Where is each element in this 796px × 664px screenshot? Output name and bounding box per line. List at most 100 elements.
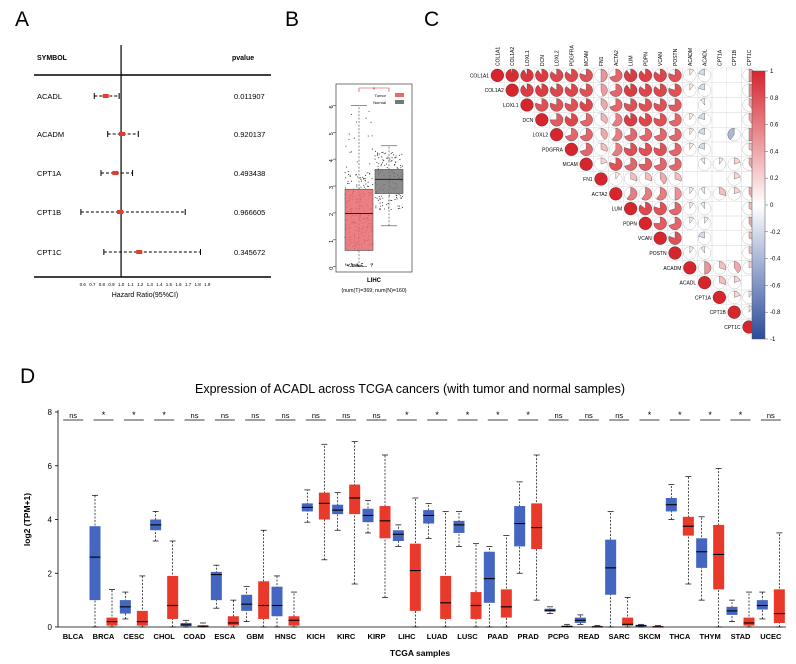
pancancer-significance-label: ns bbox=[191, 411, 199, 420]
lihc-box-tumor bbox=[344, 188, 374, 251]
pancancer-category-label: LIHC bbox=[398, 632, 416, 641]
lihc-jitter-point bbox=[398, 193, 400, 195]
lihc-jitter-point bbox=[349, 265, 351, 267]
corr-pie-slice bbox=[579, 113, 593, 127]
corr-pie bbox=[653, 231, 667, 245]
corr-pie-slice bbox=[579, 128, 593, 142]
lihc-jitter-point bbox=[345, 263, 347, 265]
lihc-jitter-point bbox=[350, 180, 352, 182]
corr-row-label: PDGFRA bbox=[542, 147, 564, 153]
corr-row-label: POSTN bbox=[649, 251, 667, 257]
pancancer-box-tumor bbox=[318, 492, 330, 520]
corr-pie-slice bbox=[600, 128, 608, 140]
lihc-jitter-point bbox=[386, 158, 388, 160]
corr-pie-slice bbox=[550, 83, 564, 97]
corr-pie-slice bbox=[668, 98, 682, 112]
lihc-jitter-point bbox=[345, 264, 347, 266]
corr-row-label: CPT1C bbox=[724, 325, 741, 331]
corr-cell bbox=[711, 82, 728, 98]
lihc-jitter-point bbox=[399, 158, 401, 160]
corr-pie-slice bbox=[719, 187, 726, 196]
lihc-jitter-point bbox=[374, 155, 376, 157]
corr-col-label: ACADM bbox=[688, 48, 694, 66]
corr-pie bbox=[549, 128, 564, 142]
pancancer-box-normal bbox=[756, 600, 768, 610]
corr-pie-slice bbox=[579, 142, 593, 156]
corr-colorbar-tick-label: 1 bbox=[770, 69, 774, 75]
corr-pie-slice bbox=[689, 187, 694, 195]
corr-pie-slice bbox=[535, 68, 549, 82]
corr-col-label: CPT1B bbox=[732, 49, 738, 66]
lihc-jitter-point bbox=[383, 153, 385, 155]
pancancer-category-label: CESC bbox=[123, 632, 144, 641]
pancancer-category-label: KIRC bbox=[337, 632, 356, 641]
corr-row-label: ACTA2 bbox=[592, 192, 608, 198]
corr-col-label: CPT1A bbox=[717, 49, 723, 66]
corr-pie-slice bbox=[734, 187, 741, 195]
corr-colorbar-tick-label: -0.4 bbox=[770, 257, 781, 263]
lihc-jitter-point bbox=[356, 263, 358, 265]
pancancer-significance-label: * bbox=[435, 410, 439, 420]
lihc-jitter-point bbox=[368, 111, 370, 113]
corr-pie-slice bbox=[624, 142, 638, 156]
pancancer-box-normal bbox=[696, 538, 708, 568]
corr-pie-slice bbox=[611, 113, 623, 127]
lihc-jitter-point bbox=[359, 264, 361, 266]
forest-x-tick-label: 1.8 bbox=[195, 282, 202, 287]
lihc-jitter-point bbox=[369, 163, 371, 165]
corr-pie-slice bbox=[638, 98, 652, 112]
lihc-y-tick-label: 4 bbox=[329, 159, 335, 162]
lihc-jitter-point bbox=[392, 154, 394, 156]
corr-pie-slice bbox=[668, 157, 682, 171]
pancancer-box-normal bbox=[332, 504, 344, 515]
lihc-jitter-point bbox=[394, 157, 396, 159]
forest-row-pvalue: 0.966605 bbox=[234, 208, 265, 217]
panel-d-pan-cancer-boxplot: Expression of ACADL across TCGA cancers … bbox=[22, 382, 786, 658]
corr-pie-slice bbox=[611, 128, 623, 142]
pancancer-category-label: SKCM bbox=[638, 632, 660, 641]
lihc-jitter-point bbox=[360, 178, 362, 180]
pancancer-category-label: PRAD bbox=[518, 632, 540, 641]
corr-pie-slice bbox=[668, 83, 682, 97]
lihc-y-tick-label: 3 bbox=[329, 186, 335, 189]
corr-row-label: FN1 bbox=[583, 177, 593, 183]
corr-pie-slice bbox=[624, 83, 638, 97]
lihc-legend-label-normal: Normal bbox=[373, 100, 386, 105]
corr-pie-slice bbox=[630, 172, 638, 182]
corr-pie-slice bbox=[579, 68, 593, 82]
lihc-jitter-point bbox=[374, 197, 376, 199]
corr-col-label: PDGFRA bbox=[569, 45, 575, 67]
pancancer-box-tumor bbox=[167, 575, 179, 619]
forest-x-tick-label: 1.4 bbox=[156, 282, 163, 287]
lihc-jitter-point bbox=[380, 163, 383, 165]
lihc-jitter-point bbox=[353, 137, 355, 139]
forest-row-symbol: ACADL bbox=[37, 92, 62, 101]
lihc-jitter-point bbox=[380, 165, 382, 167]
corr-pie-slice bbox=[704, 261, 712, 275]
pancancer-box-tumor bbox=[440, 575, 452, 619]
corr-pie-slice bbox=[626, 187, 638, 201]
lihc-jitter-point bbox=[360, 263, 363, 265]
pancancer-box-normal bbox=[241, 594, 253, 611]
lihc-jitter-point bbox=[390, 208, 392, 210]
lihc-jitter-point bbox=[371, 177, 373, 180]
lihc-y-tick-label: 0 bbox=[329, 267, 335, 270]
forest-row-pvalue: 0.493438 bbox=[234, 169, 265, 178]
lihc-jitter-point bbox=[396, 198, 398, 200]
corr-row-label: LUM bbox=[612, 207, 623, 213]
pancancer-significance-label: ns bbox=[251, 411, 259, 420]
corr-cell bbox=[711, 171, 728, 187]
pancancer-box-tumor bbox=[743, 617, 755, 626]
corr-pie-slice bbox=[689, 142, 694, 150]
corr-cell bbox=[726, 245, 742, 261]
lihc-jitter-point bbox=[380, 195, 382, 197]
lihc-jitter-point bbox=[376, 161, 378, 163]
corr-pie-slice bbox=[734, 172, 741, 180]
pancancer-significance-label: * bbox=[466, 410, 470, 420]
corr-pie-slice bbox=[550, 68, 564, 82]
pancancer-significance-label: * bbox=[496, 410, 500, 420]
pancancer-box-tumor bbox=[379, 506, 391, 539]
lihc-jitter-point bbox=[398, 154, 400, 156]
lihc-jitter-point bbox=[394, 163, 396, 165]
corr-pie-slice bbox=[609, 157, 623, 171]
